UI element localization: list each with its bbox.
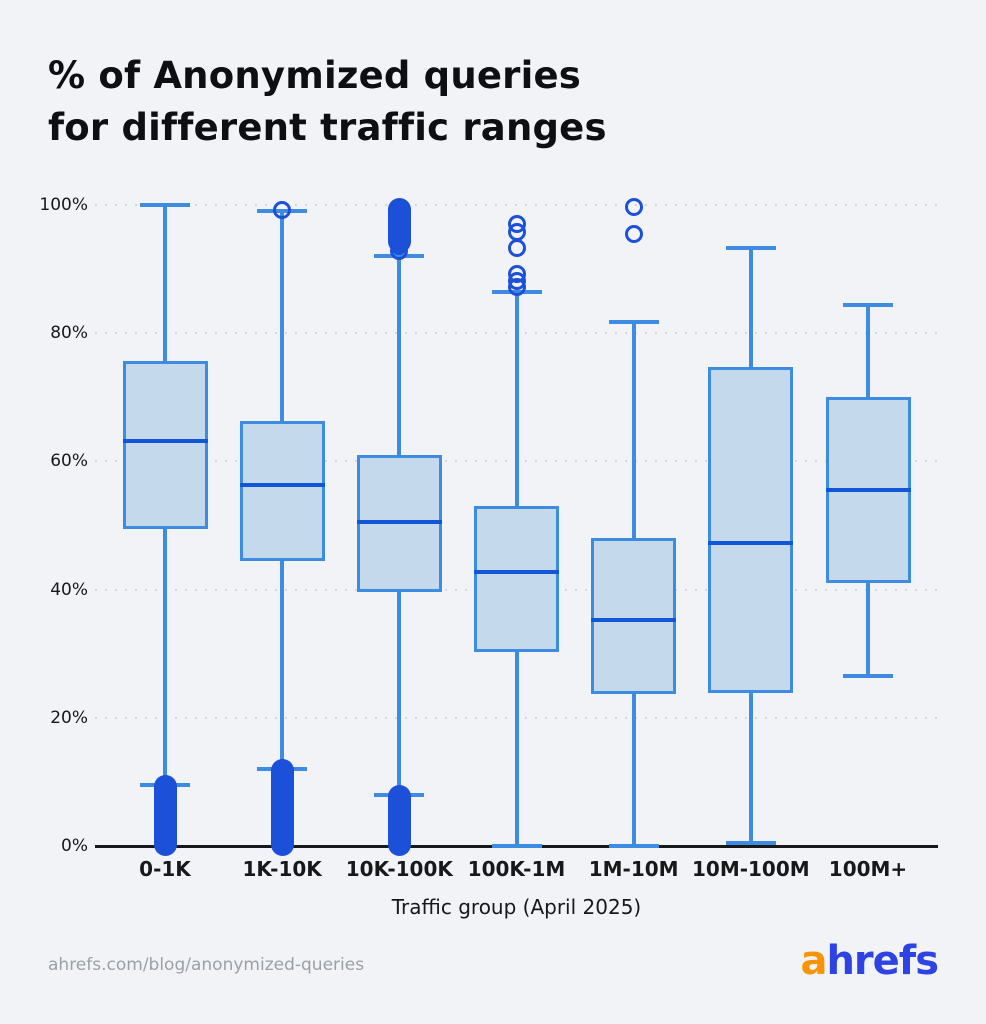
outlier-cluster-1K-10K-0 [270,758,294,856]
outlier-cluster-0-1K-0 [153,774,177,856]
whisker-cap-low-100M+ [843,674,893,679]
boxplot-chart [95,197,938,856]
outlier-point-100K-1M-5 [507,278,526,297]
y-tick-label-40%: 40% [50,579,88,600]
whisker-cap-low-10M-100M [725,840,776,845]
whisker-cap-high-0-1K [140,203,190,207]
chart-title-line1: % of Anonymized queries [48,54,582,97]
whisker-cap-low-100K-1M [491,844,542,848]
outlier-point-1M-10M-1 [624,224,643,243]
y-tick-label-20%: 20% [50,707,88,728]
outlier-point-1M-10M-0 [624,197,643,216]
chart-title-line2: for different traffic ranges [48,106,607,149]
x-tick-label-100M+: 100M+ [828,857,908,881]
box-1M-10M [591,537,677,695]
gridline-100% [95,204,938,206]
whisker-cap-high-10M-100M [725,245,776,250]
median-line-1K-10K [239,483,325,488]
box-0-1K [122,360,208,529]
whisker-cap-high-1M-10M [608,320,659,325]
x-tick-label-10M-100M: 10M-100M [691,857,810,881]
x-tick-label-0-1K: 0-1K [139,857,191,881]
chart-title: % of Anonymized queries for different tr… [48,50,607,154]
y-tick-label-80%: 80% [50,323,88,344]
y-tick-label-100%: 100% [39,195,88,215]
x-tick-label-1K-10K: 1K-10K [242,857,322,881]
median-line-10K-100K [356,519,442,524]
median-line-100M+ [825,488,911,493]
ahrefs-logo: ahrefs [800,938,939,984]
median-line-1M-10M [591,618,677,623]
ahrefs-logo-hrefs: hrefs [826,938,939,984]
y-tick-label-60%: 60% [50,451,88,472]
outlier-cluster-10K-100K-0 [387,784,411,856]
ahrefs-logo-a: a [800,938,827,984]
y-tick-label-0%: 0% [61,836,88,856]
x-axis-title: Traffic group (April 2025) [391,895,642,919]
source-url: ahrefs.com/blog/anonymized-queries [48,955,365,975]
x-tick-label-100K-1M: 100K-1M [467,857,566,881]
x-tick-label-10K-100K: 10K-100K [345,857,453,881]
median-line-100K-1M [474,570,559,575]
median-line-0-1K [122,438,208,443]
box-10M-100M [708,366,794,694]
whisker-cap-low-1M-10M [608,844,659,848]
outlier-point-10K-100K-1 [390,241,409,260]
outlier-point-100K-1M-2 [507,238,526,257]
outlier-point-1K-10K-0 [273,200,292,219]
whisker-cap-high-100M+ [843,302,893,307]
box-100K-1M [474,506,559,652]
box-1K-10K [239,421,325,561]
median-line-10M-100M [708,540,794,545]
x-tick-label-1M-10M: 1M-10M [588,857,679,881]
